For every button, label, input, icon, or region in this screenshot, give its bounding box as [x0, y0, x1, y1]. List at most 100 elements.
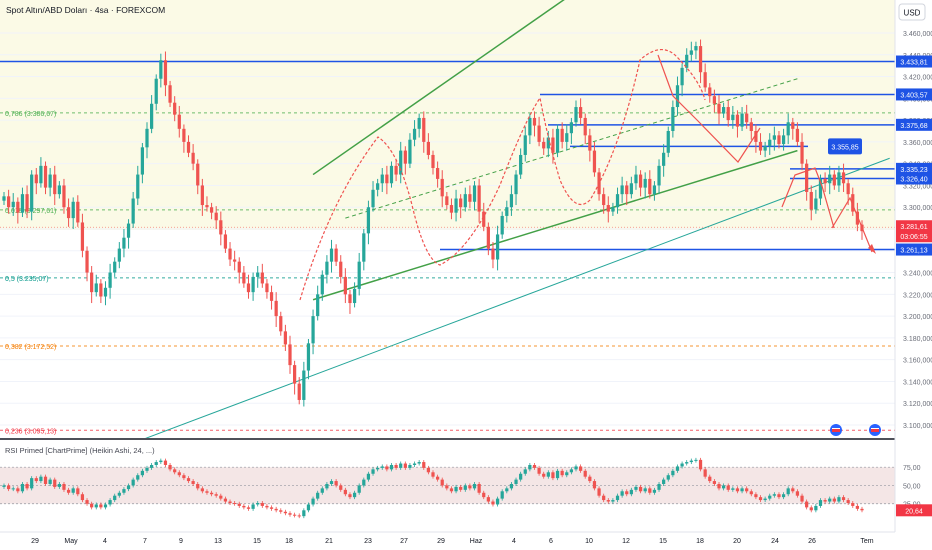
candle-body[interactable] [477, 185, 481, 212]
candle-body[interactable] [537, 125, 541, 142]
candle-body[interactable] [149, 103, 154, 129]
candle-body[interactable] [629, 183, 633, 195]
candle-body[interactable] [440, 178, 444, 197]
candle-body[interactable] [491, 248, 495, 260]
candle-body[interactable] [435, 168, 440, 179]
candle-body[interactable] [196, 163, 200, 186]
candle-body[interactable] [777, 135, 781, 145]
candle-body[interactable] [246, 283, 251, 293]
candle-body[interactable] [643, 178, 647, 188]
candle-body[interactable] [20, 194, 25, 213]
candle-body[interactable] [85, 250, 89, 273]
candle-body[interactable] [6, 196, 11, 208]
candle-body[interactable] [745, 113, 749, 123]
candle-body[interactable] [846, 183, 850, 195]
candle-body[interactable] [16, 201, 20, 213]
candle-body[interactable] [399, 150, 403, 175]
candle-body[interactable] [671, 107, 675, 131]
candle-body[interactable] [514, 174, 518, 195]
candle-body[interactable] [408, 139, 412, 164]
candle-body[interactable] [66, 207, 71, 219]
candle-body[interactable] [43, 165, 48, 188]
candle-body[interactable] [219, 220, 223, 235]
projection-path[interactable] [831, 196, 873, 253]
candle-body[interactable] [90, 272, 94, 293]
candle-body[interactable] [689, 50, 693, 55]
candle-body[interactable] [177, 114, 181, 129]
channel-upper-line[interactable] [312, 0, 797, 176]
candle-body[interactable] [403, 150, 407, 164]
candle-body[interactable] [763, 146, 767, 151]
candle-body[interactable] [136, 174, 140, 199]
candle-body[interactable] [62, 185, 66, 208]
candle-body[interactable] [551, 137, 555, 153]
candle-body[interactable] [814, 198, 818, 210]
candle-body[interactable] [832, 174, 836, 186]
candle-body[interactable] [721, 107, 726, 114]
candle-body[interactable] [486, 226, 490, 249]
candle-body[interactable] [565, 133, 569, 142]
candle-body[interactable] [712, 96, 717, 104]
candle-body[interactable] [828, 174, 832, 184]
candle-body[interactable] [500, 215, 504, 235]
candle-body[interactable] [302, 370, 306, 400]
candle-body[interactable] [145, 128, 149, 148]
candle-body[interactable] [316, 294, 320, 317]
candle-body[interactable] [362, 233, 366, 262]
candle-body[interactable] [449, 205, 454, 213]
candle-body[interactable] [412, 128, 417, 140]
channel-mid-line[interactable] [345, 78, 798, 219]
candle-body[interactable] [380, 174, 384, 184]
candle-body[interactable] [602, 194, 606, 206]
candle-body[interactable] [685, 54, 689, 68]
candle-body[interactable] [2, 196, 6, 201]
candle-body[interactable] [48, 174, 52, 188]
candle-body[interactable] [574, 107, 578, 123]
candle-body[interactable] [103, 287, 108, 297]
candle-body[interactable] [279, 316, 283, 332]
candle-body[interactable] [666, 131, 670, 153]
economic-event-icon[interactable] [869, 424, 881, 436]
candle-body[interactable] [542, 141, 546, 149]
candle-body[interactable] [841, 172, 846, 184]
candle-body[interactable] [371, 189, 375, 208]
candle-body[interactable] [200, 185, 204, 206]
candle-body[interactable] [352, 288, 357, 304]
candle-body[interactable] [385, 174, 389, 184]
candle-body[interactable] [495, 234, 500, 260]
candle-body[interactable] [569, 122, 574, 134]
candle-body[interactable] [39, 165, 43, 184]
candle-body[interactable] [205, 205, 209, 208]
candle-body[interactable] [578, 107, 583, 118]
candle-body[interactable] [657, 165, 661, 186]
candle-body[interactable] [717, 103, 721, 114]
candle-body[interactable] [754, 131, 758, 142]
candle-body[interactable] [329, 248, 334, 262]
channel-lower-line[interactable] [312, 149, 798, 301]
candle-body[interactable] [532, 117, 537, 126]
candle-body[interactable] [463, 194, 467, 208]
candle-body[interactable] [694, 46, 698, 51]
candle-body[interactable] [726, 107, 730, 121]
candle-body[interactable] [837, 172, 841, 186]
candle-body[interactable] [11, 201, 15, 208]
candle-body[interactable] [320, 274, 324, 295]
trend-line[interactable] [138, 157, 890, 441]
candle-body[interactable] [855, 211, 860, 225]
candle-body[interactable] [523, 135, 527, 155]
candle-body[interactable] [228, 248, 232, 260]
candle-body[interactable] [113, 261, 117, 273]
candle-body[interactable] [182, 128, 186, 142]
candle-body[interactable] [519, 154, 523, 175]
candle-body[interactable] [173, 102, 177, 115]
candle-body[interactable] [140, 147, 145, 175]
candle-body[interactable] [76, 201, 80, 223]
candle-body[interactable] [283, 331, 288, 345]
candle-body[interactable] [662, 152, 666, 166]
candle-body[interactable] [389, 165, 394, 184]
candle-body[interactable] [260, 272, 264, 284]
candle-body[interactable] [795, 128, 800, 142]
candle-body[interactable] [122, 237, 126, 249]
candle-body[interactable] [366, 207, 371, 234]
candle-body[interactable] [117, 248, 121, 262]
